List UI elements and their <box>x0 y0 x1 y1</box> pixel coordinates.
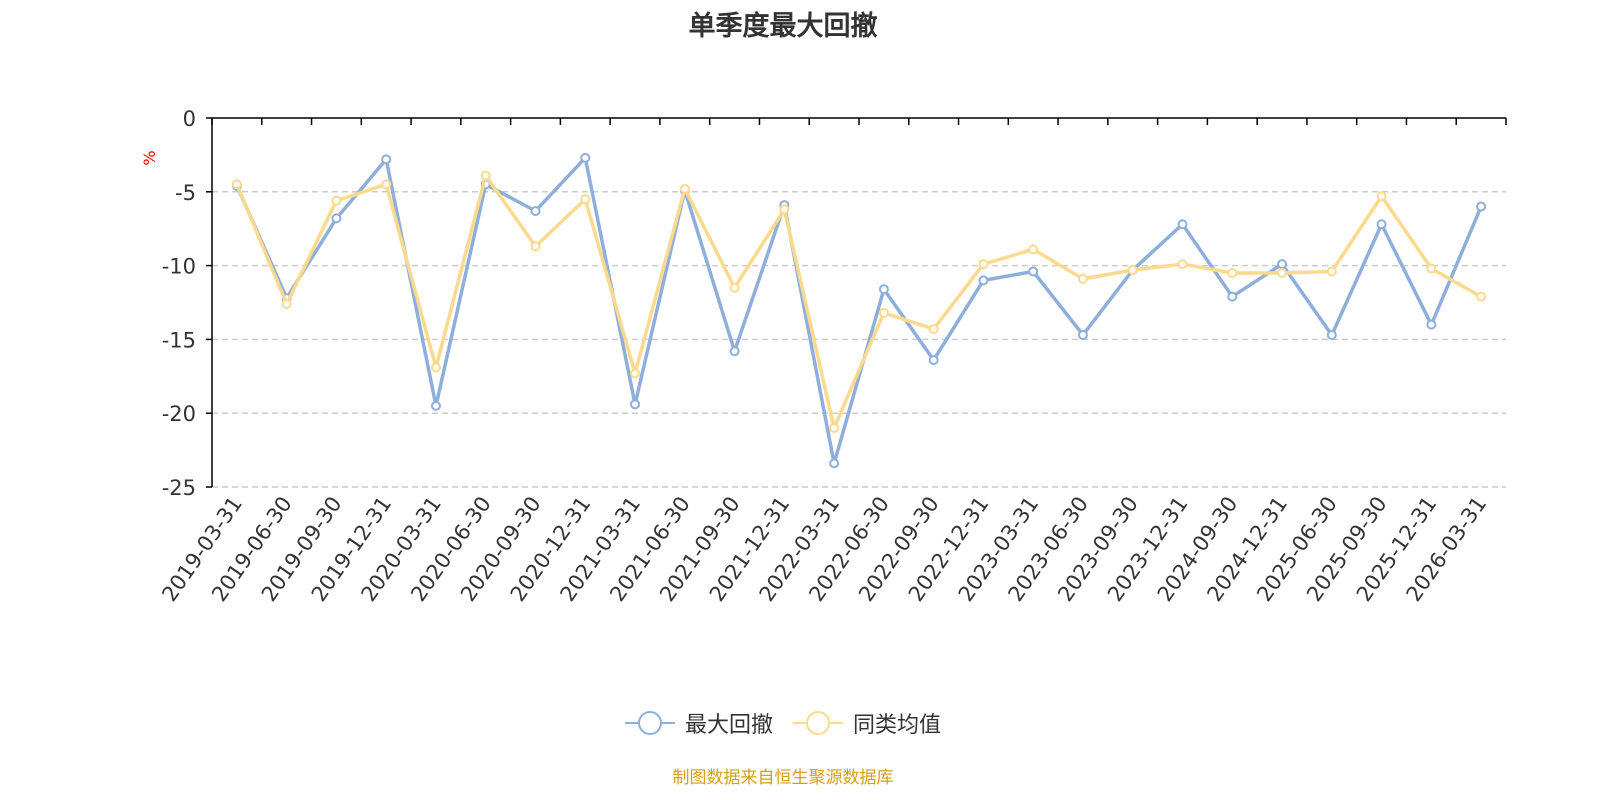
data-point-peer-average <box>1028 244 1039 255</box>
data-point-peer-average <box>779 204 790 215</box>
legend-label-max-drawdown: 最大回撤 <box>684 713 773 738</box>
grid-lines <box>212 191 1506 488</box>
source-note: 制图数据来自恒生聚源数据库 <box>672 768 894 788</box>
data-point-peer-average <box>530 241 541 252</box>
axes <box>206 117 1507 488</box>
data-point-peer-average <box>281 298 292 309</box>
data-point-max-drawdown <box>1177 219 1188 230</box>
y-tick-label: -25 <box>162 476 196 500</box>
data-point-peer-average <box>1177 259 1188 270</box>
data-point-peer-average <box>1376 191 1387 202</box>
data-point-peer-average <box>331 195 342 206</box>
data-point-max-drawdown <box>1227 291 1238 302</box>
data-point-peer-average <box>1127 265 1138 276</box>
axis-labels: 0-5-10-15-20-25%2019-03-312019-06-302019… <box>140 107 1491 606</box>
data-point-peer-average <box>679 183 690 194</box>
data-point-max-drawdown <box>1028 266 1039 277</box>
data-point-max-drawdown <box>878 284 889 295</box>
data-point-peer-average <box>1426 263 1437 274</box>
series-line-max-drawdown <box>235 156 1483 466</box>
data-point-max-drawdown <box>430 400 441 411</box>
legend-item-max-drawdown[interactable]: 最大回撤 <box>624 707 773 739</box>
data-point-max-drawdown <box>630 399 641 410</box>
y-axis-unit-label: % <box>140 150 159 165</box>
data-point-peer-average <box>1277 267 1288 278</box>
data-point-max-drawdown <box>530 205 541 216</box>
data-point-max-drawdown <box>829 458 840 469</box>
data-point-peer-average <box>480 170 491 181</box>
data-point-max-drawdown <box>1077 329 1088 340</box>
series-lines <box>231 152 1487 469</box>
data-point-max-drawdown <box>1426 319 1437 330</box>
data-point-peer-average <box>1476 291 1487 302</box>
data-point-peer-average <box>878 307 889 318</box>
y-tick-label: -20 <box>162 402 196 426</box>
data-point-max-drawdown <box>729 346 740 357</box>
series-line-peer-average <box>235 173 1482 430</box>
data-point-max-drawdown <box>1376 219 1387 230</box>
data-point-peer-average <box>430 362 441 373</box>
y-tick-label: 0 <box>183 107 196 131</box>
data-point-max-drawdown <box>1326 329 1337 340</box>
data-point-peer-average <box>928 324 939 335</box>
data-point-max-drawdown <box>978 275 989 286</box>
data-point-peer-average <box>580 194 591 205</box>
legend-swatch-peer-average <box>793 710 843 736</box>
legend: 最大回撤 同类均值 <box>0 707 1566 739</box>
data-point-max-drawdown <box>928 355 939 366</box>
data-point-max-drawdown <box>580 152 591 163</box>
data-point-max-drawdown <box>331 213 342 224</box>
data-point-peer-average <box>1077 273 1088 284</box>
legend-label-peer-average: 同类均值 <box>853 713 942 738</box>
data-point-peer-average <box>829 422 840 433</box>
y-tick-label: -5 <box>175 181 196 205</box>
legend-item-peer-average[interactable]: 同类均值 <box>793 707 941 739</box>
data-point-peer-average <box>630 368 641 379</box>
y-tick-label: -10 <box>162 255 196 279</box>
data-point-max-drawdown <box>381 154 392 165</box>
data-point-peer-average <box>729 282 740 293</box>
chart-title: 单季度最大回撤 <box>688 11 878 42</box>
data-point-peer-average <box>381 179 392 190</box>
y-tick-label: -15 <box>162 328 196 352</box>
data-point-peer-average <box>1227 267 1238 278</box>
data-point-peer-average <box>231 179 242 190</box>
legend-swatch-max-drawdown <box>624 710 675 736</box>
data-point-max-drawdown <box>1476 201 1487 212</box>
data-point-max-drawdown <box>1277 259 1288 270</box>
data-point-peer-average <box>978 259 989 270</box>
data-point-peer-average <box>1326 266 1337 277</box>
